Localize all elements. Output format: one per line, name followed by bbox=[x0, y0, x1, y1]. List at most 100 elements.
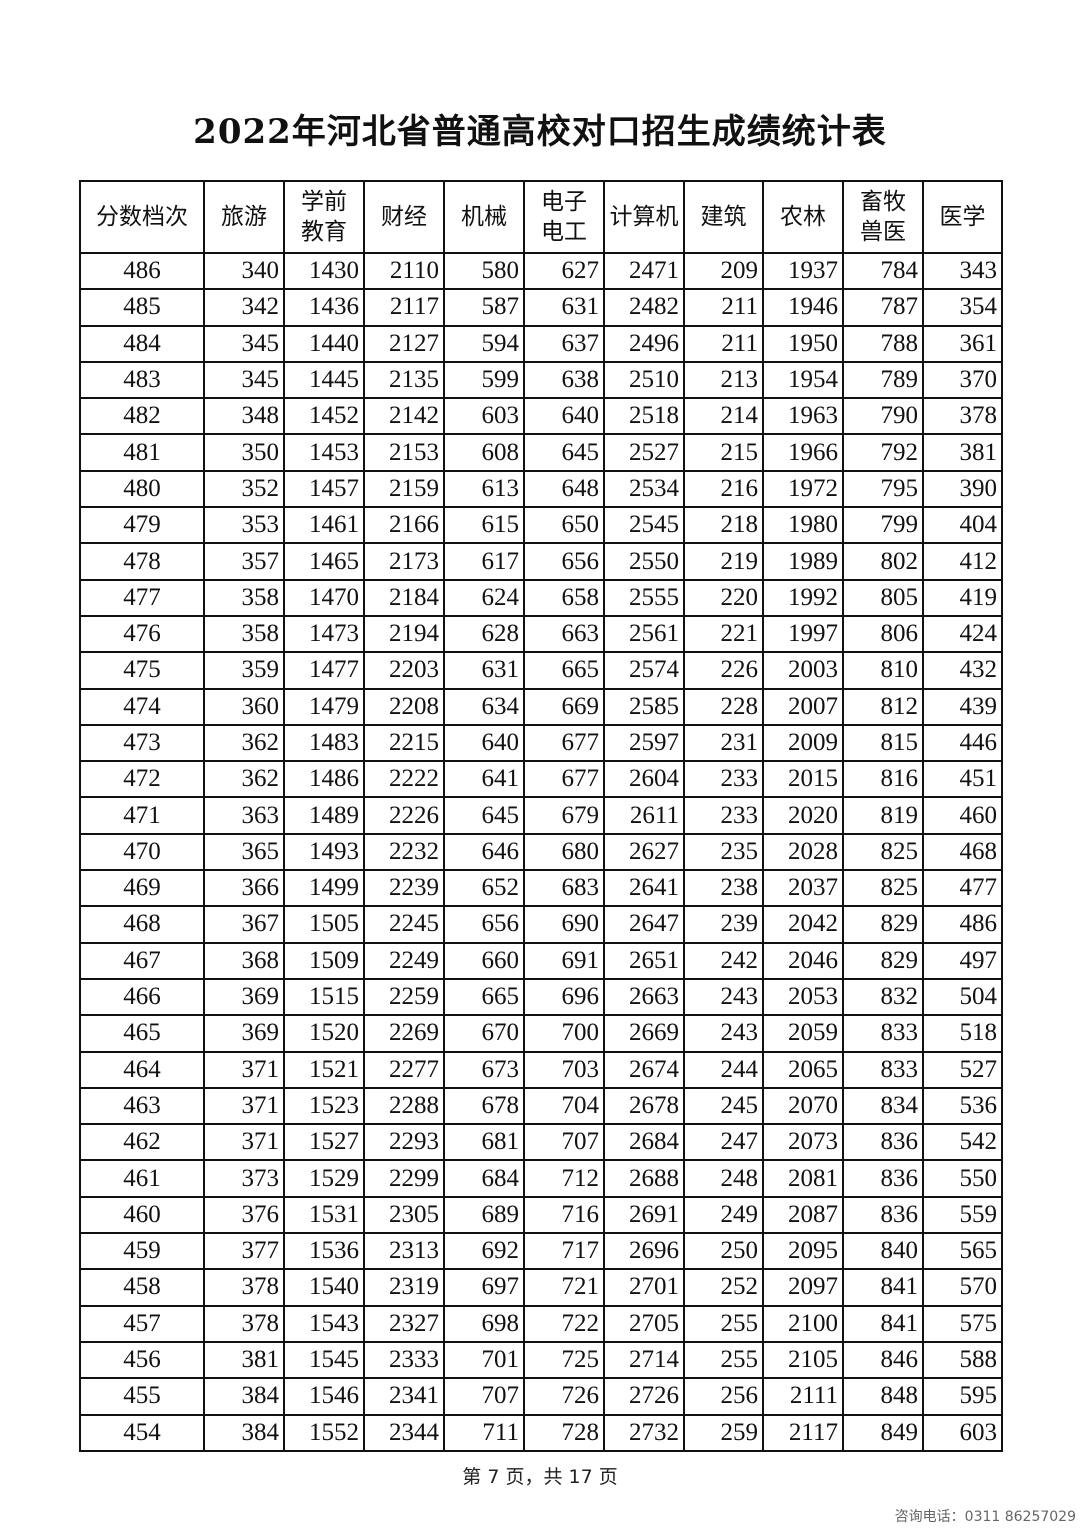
count-cell: 712 bbox=[523, 1159, 605, 1198]
count-cell: 2105 bbox=[762, 1340, 844, 1380]
count-cell: 812 bbox=[842, 687, 924, 726]
count-cell: 2696 bbox=[603, 1232, 685, 1271]
count-cell: 2222 bbox=[363, 760, 445, 799]
count-cell: 412 bbox=[922, 542, 1003, 581]
count-cell: 849 bbox=[842, 1413, 924, 1452]
table-row: 457 378 1543 2327 698 722 2705 255 2100 841 575 bbox=[79, 1304, 1003, 1343]
score-cell: 466 bbox=[79, 977, 205, 1017]
count-cell: 361 bbox=[922, 324, 1003, 363]
count-cell: 1946 bbox=[762, 288, 844, 327]
count-cell: 2042 bbox=[762, 905, 844, 944]
count-cell: 1486 bbox=[283, 760, 365, 799]
score-cell: 465 bbox=[79, 1014, 205, 1053]
count-cell: 2073 bbox=[762, 1123, 844, 1162]
count-cell: 677 bbox=[523, 760, 605, 799]
count-cell: 248 bbox=[683, 1159, 764, 1198]
count-cell: 2053 bbox=[762, 977, 844, 1017]
count-cell: 637 bbox=[523, 324, 605, 363]
count-cell: 238 bbox=[683, 869, 764, 908]
table-row: 460 376 1531 2305 689 716 2691 249 2087 836 559 bbox=[79, 1195, 1003, 1235]
count-cell: 343 bbox=[922, 251, 1003, 291]
score-cell: 477 bbox=[79, 578, 205, 617]
table-row: 465 369 1520 2269 670 700 2669 243 2059 833 518 bbox=[79, 1014, 1003, 1053]
count-cell: 2009 bbox=[762, 723, 844, 763]
count-cell: 2127 bbox=[363, 324, 445, 363]
count-cell: 1465 bbox=[283, 542, 365, 581]
count-cell: 681 bbox=[443, 1123, 525, 1162]
count-cell: 665 bbox=[443, 977, 525, 1017]
score-cell: 481 bbox=[79, 433, 205, 472]
count-cell: 213 bbox=[683, 360, 764, 400]
count-cell: 486 bbox=[922, 905, 1003, 944]
count-cell: 231 bbox=[683, 723, 764, 763]
count-cell: 2028 bbox=[762, 832, 844, 872]
column-header: 畜牧 兽医 bbox=[842, 180, 924, 254]
count-cell: 439 bbox=[922, 687, 1003, 726]
count-cell: 2482 bbox=[603, 288, 685, 327]
count-cell: 376 bbox=[203, 1195, 285, 1235]
count-cell: 357 bbox=[203, 542, 285, 581]
count-cell: 214 bbox=[683, 397, 764, 436]
count-cell: 359 bbox=[203, 651, 285, 690]
count-cell: 219 bbox=[683, 542, 764, 581]
count-cell: 1505 bbox=[283, 905, 365, 944]
count-cell: 504 bbox=[922, 977, 1003, 1017]
count-cell: 2117 bbox=[363, 288, 445, 327]
count-cell: 841 bbox=[842, 1304, 924, 1343]
count-cell: 1523 bbox=[283, 1086, 365, 1126]
count-cell: 424 bbox=[922, 614, 1003, 654]
count-cell: 2534 bbox=[603, 469, 685, 509]
count-cell: 2684 bbox=[603, 1123, 685, 1162]
count-cell: 432 bbox=[922, 651, 1003, 690]
count-cell: 846 bbox=[842, 1340, 924, 1380]
count-cell: 2641 bbox=[603, 869, 685, 908]
count-cell: 370 bbox=[922, 360, 1003, 400]
count-cell: 2173 bbox=[363, 542, 445, 581]
count-cell: 663 bbox=[523, 614, 605, 654]
count-cell: 2203 bbox=[363, 651, 445, 690]
count-cell: 1489 bbox=[283, 796, 365, 835]
count-cell: 806 bbox=[842, 614, 924, 654]
score-cell: 467 bbox=[79, 941, 205, 980]
count-cell: 2159 bbox=[363, 469, 445, 509]
score-cell: 475 bbox=[79, 651, 205, 690]
count-cell: 250 bbox=[683, 1232, 764, 1271]
count-cell: 721 bbox=[523, 1268, 605, 1307]
count-cell: 665 bbox=[523, 651, 605, 690]
count-cell: 722 bbox=[523, 1304, 605, 1343]
count-cell: 2669 bbox=[603, 1014, 685, 1053]
count-cell: 2059 bbox=[762, 1014, 844, 1053]
count-cell: 1477 bbox=[283, 651, 365, 690]
count-cell: 1473 bbox=[283, 614, 365, 654]
count-cell: 2597 bbox=[603, 723, 685, 763]
count-cell: 565 bbox=[922, 1232, 1003, 1271]
table-row: 466 369 1515 2259 665 696 2663 243 2053 832 504 bbox=[79, 977, 1003, 1017]
count-cell: 1499 bbox=[283, 869, 365, 908]
count-cell: 645 bbox=[443, 796, 525, 835]
score-cell: 469 bbox=[79, 869, 205, 908]
count-cell: 2015 bbox=[762, 760, 844, 799]
table-row: 469 366 1499 2239 652 683 2641 238 2037 825 477 bbox=[79, 869, 1003, 908]
score-cell: 484 bbox=[79, 324, 205, 363]
count-cell: 603 bbox=[443, 397, 525, 436]
count-cell: 789 bbox=[842, 360, 924, 400]
count-cell: 243 bbox=[683, 977, 764, 1017]
count-cell: 2184 bbox=[363, 578, 445, 617]
count-cell: 2674 bbox=[603, 1050, 685, 1089]
count-cell: 419 bbox=[922, 578, 1003, 617]
count-cell: 371 bbox=[203, 1050, 285, 1089]
count-cell: 384 bbox=[203, 1413, 285, 1452]
count-cell: 627 bbox=[523, 251, 605, 291]
score-cell: 459 bbox=[79, 1232, 205, 1271]
count-cell: 211 bbox=[683, 324, 764, 363]
count-cell: 404 bbox=[922, 506, 1003, 545]
count-cell: 841 bbox=[842, 1268, 924, 1307]
count-cell: 2070 bbox=[762, 1086, 844, 1126]
table-row: 476 358 1473 2194 628 663 2561 221 1997 806 424 bbox=[79, 614, 1003, 654]
count-cell: 340 bbox=[203, 251, 285, 291]
count-cell: 215 bbox=[683, 433, 764, 472]
count-cell: 816 bbox=[842, 760, 924, 799]
score-cell: 456 bbox=[79, 1340, 205, 1380]
count-cell: 244 bbox=[683, 1050, 764, 1089]
count-cell: 358 bbox=[203, 578, 285, 617]
